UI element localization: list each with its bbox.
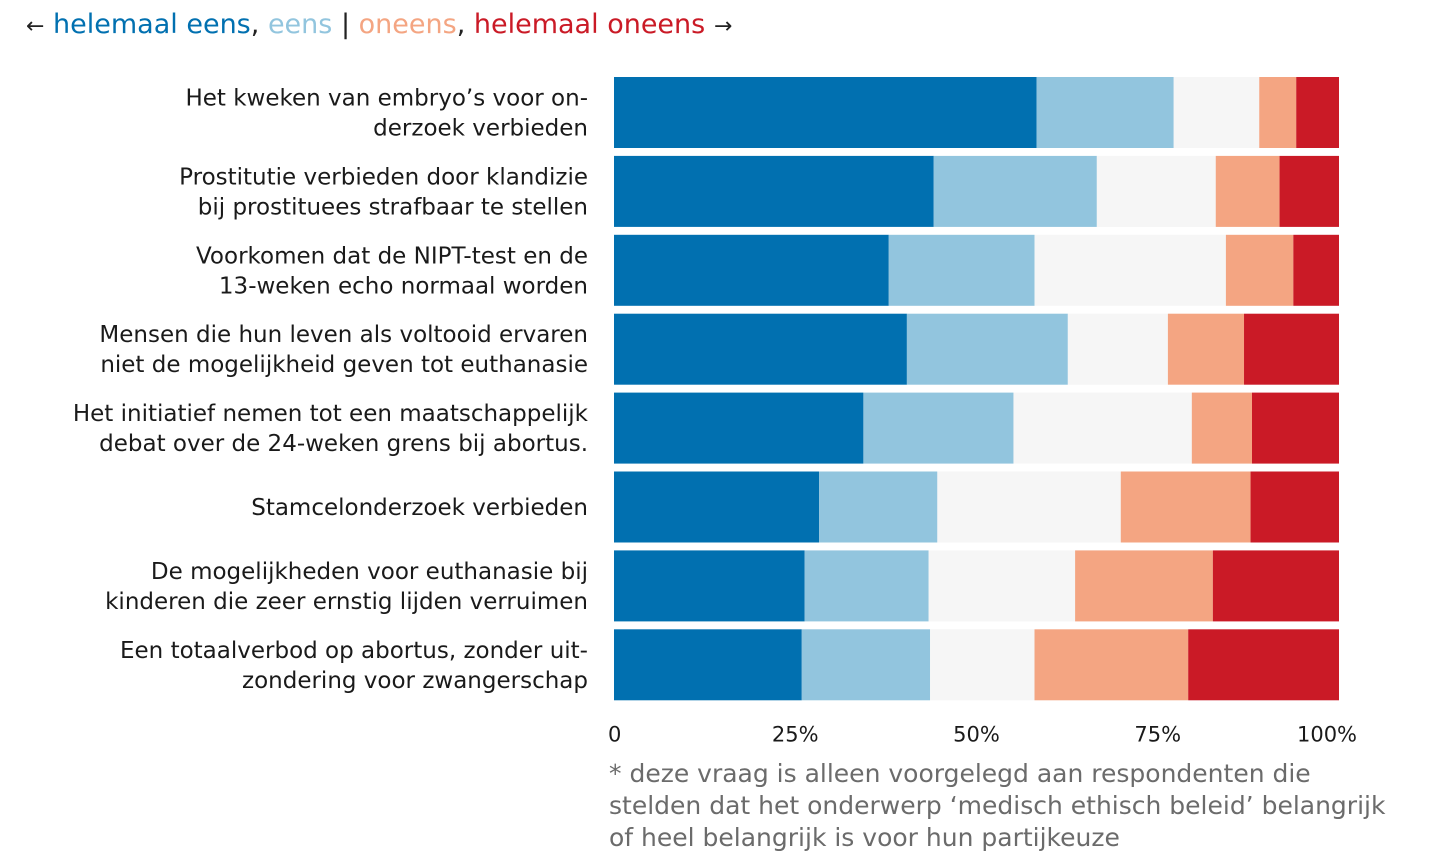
left-arrow-icon: ← [26,14,45,39]
bar-segment-helemaal-eens [614,155,934,227]
bar-segment-eens [906,313,1068,385]
bar-segment-helemaal-eens [614,77,1037,148]
bar-segment-eens [804,550,929,622]
category-label: Een totaalverbod op abortus, zonder uit-… [120,638,588,694]
category-label: Prostitutie verbieden door klandizie bij … [179,164,588,220]
category-label: De mogelijkheden voor euthanasie bij kind… [105,559,588,615]
right-arrow-icon: → [713,14,733,39]
category-label: Het kweken van embryo’s voor on-derzoek … [185,86,588,142]
legend-divider: | [340,9,351,40]
bar-segment-helemaal-oneens [1252,392,1339,464]
bar-segment-helemaal-eens [614,392,864,464]
bar-segment-helemaal-eens [614,629,802,701]
x-tick-label: 100% [1297,722,1357,746]
bar-segment-neutraal [1034,234,1226,306]
bar-segment-oneens [1120,471,1251,543]
bar-segment-helemaal-oneens [1279,155,1339,227]
bar-segment-neutraal [930,629,1035,701]
category-label: Het initiatief nemen tot een maatschappe… [73,401,589,457]
bar-segment-neutraal [937,471,1121,543]
bar-segment-helemaal-oneens [1244,313,1339,385]
bar-segment-neutraal [1096,155,1216,227]
x-tick-label: 50% [953,722,1000,746]
bar-segment-helemaal-eens [614,471,820,543]
bar-segment-oneens [1075,550,1213,622]
bar-segment-eens [819,471,938,543]
legend-item-helemaal-oneens: helemaal oneens [473,9,706,40]
legend-item-eens: eens [267,9,333,40]
x-tick-label: 25% [772,722,819,746]
bar-segment-neutraal [1013,392,1192,464]
bar-segment-neutraal [1067,313,1168,385]
bar-segment-helemaal-eens [614,234,889,306]
bar-segment-helemaal-oneens [1293,234,1339,306]
bar-segment-helemaal-oneens [1188,629,1339,701]
bar-segment-neutraal [928,550,1076,622]
bar-segment-helemaal-oneens [1212,550,1339,622]
bar-segment-eens [888,234,1035,306]
bar-segment-eens [863,392,1014,464]
x-tick-label: 75% [1134,722,1181,746]
footnote: * deze vraag is alleen voorgelegd aan re… [609,759,1386,852]
bar-segment-helemaal-eens [614,313,907,385]
x-tick-label: 0 [608,722,621,746]
bar-segment-helemaal-oneens [1296,77,1339,148]
bar-segment-eens [1036,77,1174,148]
legend-item-helemaal-eens: helemaal eens [53,9,251,40]
bar-segment-neutraal [1173,77,1260,148]
bar-segment-oneens [1167,313,1245,385]
category-label: Voorkomen dat de NIPT-test en de 13-weken… [196,243,588,299]
bar-segment-oneens [1034,629,1189,701]
legend-item-oneens: oneens [358,9,457,40]
bar-segment-eens [933,155,1097,227]
category-label: Stamcelonderzoek verbieden [251,495,588,521]
category-label: Mensen die hun leven als voltooid ervare… [99,322,588,378]
bar-segment-oneens [1215,155,1280,227]
bar-segment-oneens [1191,392,1252,464]
legend-comma: , [250,9,260,40]
bar-segment-helemaal-oneens [1250,471,1339,543]
bar-segment-oneens [1259,77,1297,148]
legend-comma: , [456,9,466,40]
bar-segment-helemaal-eens [614,550,805,622]
bar-segment-oneens [1225,234,1294,306]
bar-segment-eens [801,629,931,701]
legend: ← helemaal eens, eens | oneens, helemaal… [26,8,732,44]
